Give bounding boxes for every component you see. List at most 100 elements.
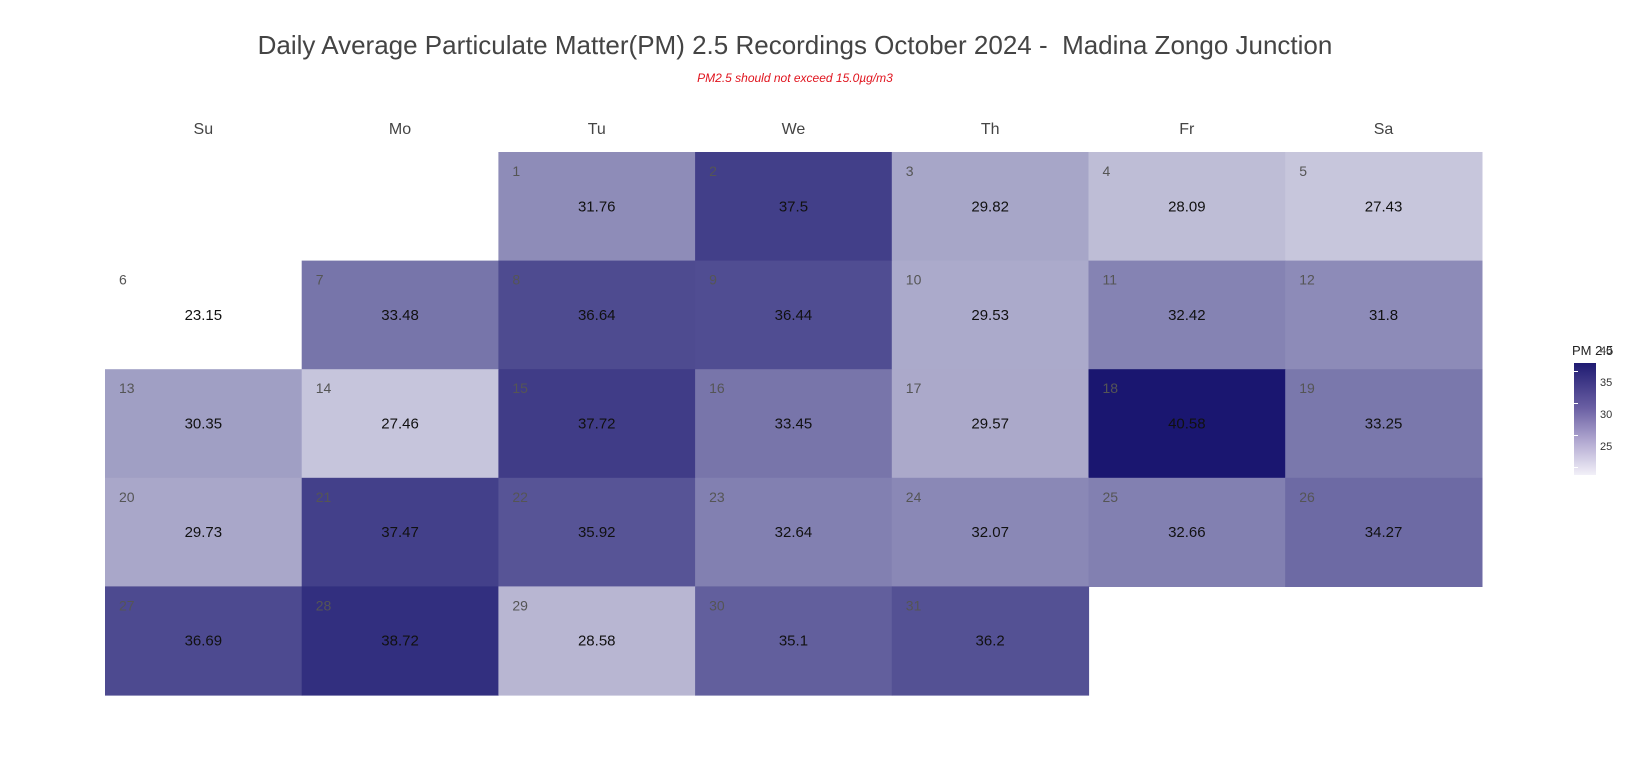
day-value-19: 33.25 <box>1365 416 1403 433</box>
day-number-3: 3 <box>906 163 914 179</box>
legend: PM 2.5 40 35 30 25 <box>1572 343 1632 483</box>
day-cell-8 <box>498 260 696 370</box>
day-number-2: 2 <box>709 163 717 179</box>
day-number-13: 13 <box>119 380 135 396</box>
weekday-label-fr: Fr <box>1179 121 1195 138</box>
day-value-9: 36.44 <box>775 307 813 324</box>
day-number-11: 11 <box>1103 272 1118 288</box>
weekday-label-tu: Tu <box>588 121 606 138</box>
calendar-heatmap: Su Mo Tu We Th Fr Sa 1 31.76 2 37.5 3 29.82 4 28.09 5 27… <box>105 121 1483 696</box>
day-number-12: 12 <box>1299 272 1315 288</box>
day-cell-21 <box>301 477 499 587</box>
weekday-label-mo: Mo <box>389 121 411 138</box>
day-number-14: 14 <box>316 380 332 396</box>
day-cell-12 <box>1285 260 1483 370</box>
legend-tick-mark <box>1574 467 1578 468</box>
day-cell-3 <box>891 152 1090 262</box>
day-cell-19 <box>1285 369 1483 479</box>
day-number-27: 27 <box>119 597 135 613</box>
weekday-label-th: Th <box>981 121 1000 138</box>
day-cell-9 <box>695 260 893 370</box>
day-number-30: 30 <box>709 597 725 613</box>
day-number-8: 8 <box>512 272 520 288</box>
day-cell-11 <box>1088 260 1286 370</box>
day-value-13: 30.35 <box>185 416 223 433</box>
day-number-28: 28 <box>316 597 332 613</box>
day-value-29: 28.58 <box>578 633 616 650</box>
day-value-20: 29.73 <box>185 524 223 541</box>
day-cell-2 <box>695 152 893 262</box>
day-number-19: 19 <box>1299 380 1315 396</box>
day-value-16: 33.45 <box>775 416 813 433</box>
day-cell-27 <box>105 586 303 696</box>
day-number-1: 1 <box>512 163 520 179</box>
day-cell-25 <box>1088 477 1286 587</box>
day-number-4: 4 <box>1103 163 1111 179</box>
day-value-17: 29.57 <box>971 416 1009 433</box>
day-cell-15 <box>498 369 696 479</box>
day-cell-6 <box>105 260 303 370</box>
legend-tick-30: 30 <box>1600 409 1613 421</box>
day-number-22: 22 <box>512 489 528 505</box>
day-value-21: 37.47 <box>381 524 419 541</box>
day-cell-22 <box>498 477 696 587</box>
day-number-20: 20 <box>119 489 135 505</box>
day-cell-18 <box>1088 369 1286 479</box>
chart-title: Daily Average Particulate Matter(PM) 2.5… <box>257 30 1333 60</box>
weekday-label-su: Su <box>194 121 214 138</box>
day-value-22: 35.92 <box>578 524 616 541</box>
day-cell-31 <box>891 586 1090 696</box>
day-cell-13 <box>105 369 303 479</box>
legend-tick-25: 25 <box>1600 441 1613 453</box>
day-value-26: 34.27 <box>1365 524 1403 541</box>
day-cell-1 <box>498 152 696 262</box>
day-value-30: 35.1 <box>779 633 808 650</box>
day-number-18: 18 <box>1103 380 1119 396</box>
legend-colorbar <box>1574 363 1596 475</box>
legend-tick-35: 35 <box>1600 377 1613 389</box>
day-cell-7 <box>301 260 499 370</box>
day-cell-17 <box>891 369 1090 479</box>
day-value-6: 23.15 <box>185 307 223 324</box>
day-value-27: 36.69 <box>185 633 223 650</box>
day-cell-29 <box>498 586 696 696</box>
day-number-7: 7 <box>316 272 324 288</box>
day-number-15: 15 <box>512 380 528 396</box>
day-number-5: 5 <box>1299 163 1307 179</box>
legend-tick-mark <box>1574 403 1578 404</box>
day-cell-16 <box>695 369 893 479</box>
day-number-29: 29 <box>512 597 528 613</box>
day-cell-5 <box>1285 152 1483 262</box>
day-value-28: 38.72 <box>381 633 419 650</box>
day-value-1: 31.76 <box>578 198 616 215</box>
day-value-18: 40.58 <box>1168 416 1206 433</box>
day-value-25: 32.66 <box>1168 524 1206 541</box>
day-value-31: 36.2 <box>976 633 1005 650</box>
day-number-21: 21 <box>316 489 332 505</box>
day-value-7: 33.48 <box>381 307 419 324</box>
day-number-31: 31 <box>906 597 922 613</box>
day-number-17: 17 <box>906 380 922 396</box>
day-cell-26 <box>1285 477 1483 587</box>
legend-tick-mark <box>1574 435 1578 436</box>
weekday-label-we: We <box>782 121 806 138</box>
day-number-24: 24 <box>906 489 922 505</box>
day-cell-24 <box>891 477 1090 587</box>
legend-title: PM 2.5 <box>1572 343 1614 358</box>
day-cell-14 <box>301 369 499 479</box>
legend-tick-40: 40 <box>1600 345 1613 357</box>
day-cell-30 <box>695 586 893 696</box>
day-value-15: 37.72 <box>578 416 616 433</box>
day-number-25: 25 <box>1103 489 1119 505</box>
weekday-label-sa: Sa <box>1374 121 1394 138</box>
day-number-6: 6 <box>119 272 127 288</box>
day-number-23: 23 <box>709 489 725 505</box>
day-value-4: 28.09 <box>1168 198 1206 215</box>
day-cell-28 <box>301 586 499 696</box>
day-value-11: 32.42 <box>1168 307 1206 324</box>
legend-tick-mark <box>1574 371 1578 372</box>
day-value-2: 37.5 <box>779 198 808 215</box>
day-value-14: 27.46 <box>381 416 419 433</box>
day-value-10: 29.53 <box>971 307 1009 324</box>
day-value-5: 27.43 <box>1365 198 1403 215</box>
